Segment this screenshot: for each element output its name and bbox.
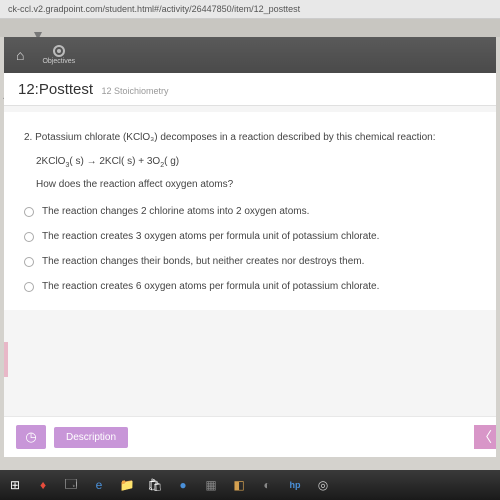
chevron-left-icon: 〈 — [478, 427, 492, 447]
clock-icon: ◷ — [25, 429, 36, 445]
title-row: 12:Posttest 12 Stoichiometry — [4, 73, 496, 106]
option-text: The reaction changes their bonds, but ne… — [42, 256, 364, 267]
question-followup: How does the reaction affect oxygen atom… — [36, 179, 476, 190]
task-icon[interactable]: ◎ — [314, 476, 332, 494]
task-icon[interactable]: ▦ — [202, 476, 220, 494]
question-body: Potassium chlorate (KClO₃) decomposes in… — [35, 132, 435, 143]
bottom-toolbar: ◷ Description 〈 — [4, 416, 496, 457]
task-icon[interactable]: ◧ — [230, 476, 248, 494]
radio-icon — [24, 257, 34, 267]
app-header: ⌂ Objectives — [4, 37, 496, 73]
page-title: 12:Posttest — [18, 81, 93, 98]
task-icon[interactable]: ◐ — [258, 476, 276, 494]
task-icon[interactable]: ♦ — [34, 476, 52, 494]
edge-icon[interactable]: e — [90, 476, 108, 494]
option-2[interactable]: The reaction changes their bonds, but ne… — [24, 256, 476, 267]
tab-strip — [0, 19, 500, 37]
hp-icon[interactable]: hp — [286, 476, 304, 494]
description-button[interactable]: Description — [54, 427, 128, 448]
content-area: ⌂ Objectives 12:Posttest 12 Stoichiometr… — [4, 37, 496, 457]
chemical-equation: 2KClO3( s) → 2KCl( s) + 3O2( g) — [36, 156, 476, 169]
target-icon — [53, 45, 65, 57]
objectives-label: Objectives — [42, 58, 75, 65]
option-0[interactable]: The reaction changes 2 chlorine atoms in… — [24, 206, 476, 217]
page-subtitle: 12 Stoichiometry — [102, 86, 169, 96]
question-text: 2. Potassium chlorate (KClO₃) decomposes… — [24, 130, 476, 146]
windows-taskbar: ⊞ ♦ 🗔 e 📁 🛍 ● ▦ ◧ ◐ hp ◎ — [0, 470, 500, 500]
timer-button[interactable]: ◷ — [16, 425, 46, 449]
option-text: The reaction creates 3 oxygen atoms per … — [42, 231, 379, 242]
option-3[interactable]: The reaction creates 6 oxygen atoms per … — [24, 281, 476, 292]
highlight-marker — [4, 342, 8, 377]
option-text: The reaction creates 6 oxygen atoms per … — [42, 281, 379, 292]
url-bar: ck-ccl.v2.gradpoint.com/student.html#/ac… — [0, 0, 500, 19]
home-icon[interactable]: ⌂ — [16, 47, 24, 63]
explorer-icon[interactable]: 📁 — [118, 476, 136, 494]
prev-arrow-button[interactable]: 〈 — [474, 425, 496, 449]
options-list: The reaction changes 2 chlorine atoms in… — [24, 206, 476, 292]
question-block: 2. Potassium chlorate (KClO₃) decomposes… — [4, 112, 496, 310]
option-text: The reaction changes 2 chlorine atoms in… — [42, 206, 309, 217]
question-number: 2. — [24, 132, 32, 143]
task-icon[interactable]: 🗔 — [62, 476, 80, 494]
start-button[interactable]: ⊞ — [6, 476, 24, 494]
objectives-button[interactable]: Objectives — [42, 45, 75, 65]
radio-icon — [24, 282, 34, 292]
store-icon[interactable]: 🛍 — [146, 476, 164, 494]
option-1[interactable]: The reaction creates 3 oxygen atoms per … — [24, 231, 476, 242]
radio-icon — [24, 207, 34, 217]
task-icon[interactable]: ● — [174, 476, 192, 494]
radio-icon — [24, 232, 34, 242]
